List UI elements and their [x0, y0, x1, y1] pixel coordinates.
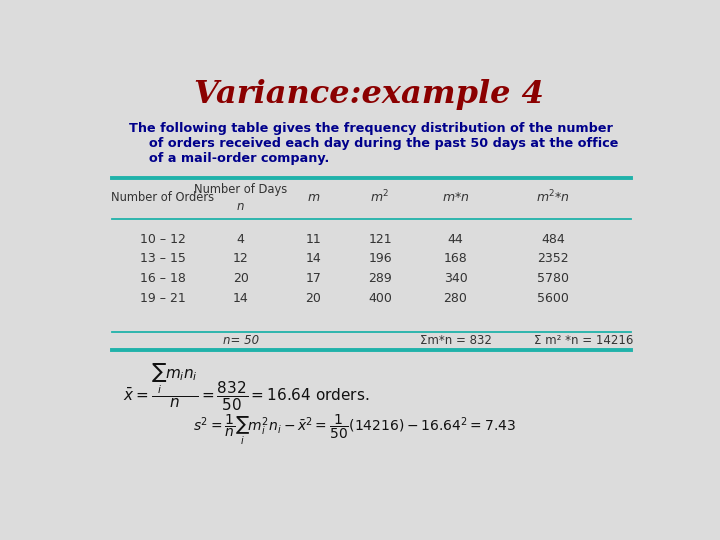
Text: 4: 4	[237, 233, 245, 246]
Text: 44: 44	[448, 233, 464, 246]
Text: $m$*$n$: $m$*$n$	[442, 191, 469, 204]
Text: 14: 14	[305, 253, 321, 266]
Text: The following table gives the frequency distribution of the number: The following table gives the frequency …	[129, 122, 613, 135]
Text: 289: 289	[369, 272, 392, 285]
Text: of a mail-order company.: of a mail-order company.	[148, 152, 329, 165]
Text: Number of Orders: Number of Orders	[111, 191, 214, 204]
Text: of orders received each day during the past 50 days at the office: of orders received each day during the p…	[148, 137, 618, 150]
Text: 196: 196	[369, 253, 392, 266]
Text: $m^2$: $m^2$	[371, 188, 390, 205]
Text: 12: 12	[233, 253, 248, 266]
Text: 400: 400	[368, 292, 392, 305]
Text: n= 50: n= 50	[222, 334, 258, 347]
Text: Σm*n = 832: Σm*n = 832	[420, 334, 492, 347]
Text: 340: 340	[444, 272, 467, 285]
Text: 14: 14	[233, 292, 248, 305]
Text: 2352: 2352	[537, 253, 569, 266]
Text: $m$: $m$	[307, 191, 320, 204]
Text: 13 – 15: 13 – 15	[140, 253, 186, 266]
Text: 16 – 18: 16 – 18	[140, 272, 186, 285]
Text: $\bar{x} = \dfrac{\sum_i m_i n_i}{n} = \dfrac{832}{50} = 16.64$ orders.: $\bar{x} = \dfrac{\sum_i m_i n_i}{n} = \…	[124, 362, 370, 413]
Text: 19 – 21: 19 – 21	[140, 292, 186, 305]
Text: 17: 17	[305, 272, 321, 285]
Text: $s^2 = \dfrac{1}{n}\sum_i m_i^2 n_i - \bar{x}^2 = \dfrac{1}{50}(14216) - 16.64^2: $s^2 = \dfrac{1}{n}\sum_i m_i^2 n_i - \b…	[193, 412, 516, 447]
Text: 121: 121	[369, 233, 392, 246]
Text: $m^2$*$n$: $m^2$*$n$	[536, 188, 570, 205]
Text: 484: 484	[541, 233, 565, 246]
Text: 5600: 5600	[537, 292, 569, 305]
Text: 280: 280	[444, 292, 467, 305]
Text: 5780: 5780	[537, 272, 569, 285]
Text: 20: 20	[233, 272, 248, 285]
Text: Σ m² *n = 14216: Σ m² *n = 14216	[534, 334, 634, 347]
Text: 11: 11	[305, 233, 321, 246]
Text: 168: 168	[444, 253, 467, 266]
Text: Number of Days: Number of Days	[194, 183, 287, 196]
Text: $n$: $n$	[236, 200, 245, 213]
Text: 20: 20	[305, 292, 321, 305]
Text: Variance:example 4: Variance:example 4	[194, 79, 544, 110]
Text: 10 – 12: 10 – 12	[140, 233, 186, 246]
